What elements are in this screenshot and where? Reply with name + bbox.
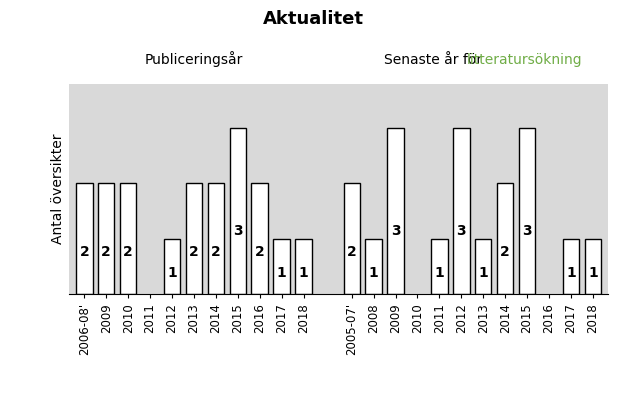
- Text: Senaste år för litteratursökning: Senaste år för litteratursökning: [363, 51, 581, 67]
- Text: 2: 2: [347, 245, 357, 259]
- Y-axis label: Antal översikter: Antal översikter: [51, 134, 65, 244]
- Bar: [186, 184, 202, 294]
- Text: 1: 1: [277, 266, 287, 280]
- Text: 2: 2: [80, 245, 89, 259]
- Text: 3: 3: [391, 224, 401, 238]
- Bar: [251, 184, 268, 294]
- Text: 1: 1: [588, 266, 598, 280]
- Text: 2: 2: [500, 245, 510, 259]
- Text: 2: 2: [189, 245, 199, 259]
- Text: 1: 1: [435, 266, 445, 280]
- Bar: [273, 239, 290, 294]
- Text: Aktualitet: Aktualitet: [263, 10, 364, 29]
- Bar: [562, 239, 579, 294]
- Bar: [344, 184, 360, 294]
- Bar: [453, 128, 470, 294]
- Text: 1: 1: [369, 266, 379, 280]
- Bar: [208, 184, 224, 294]
- Bar: [229, 128, 246, 294]
- Text: 2: 2: [102, 245, 111, 259]
- Bar: [366, 239, 382, 294]
- Bar: [98, 184, 115, 294]
- Text: 2: 2: [124, 245, 133, 259]
- Text: Publiceringsår: Publiceringsår: [145, 51, 243, 67]
- Bar: [497, 184, 514, 294]
- Text: 1: 1: [167, 266, 177, 280]
- Text: 2: 2: [211, 245, 221, 259]
- Bar: [475, 239, 492, 294]
- Text: Senaste år för: Senaste år för: [384, 53, 487, 67]
- Bar: [519, 128, 535, 294]
- Text: 3: 3: [456, 224, 466, 238]
- Text: 3: 3: [522, 224, 532, 238]
- Text: litteratursökning: litteratursökning: [466, 53, 582, 67]
- Bar: [120, 184, 137, 294]
- Text: 1: 1: [566, 266, 576, 280]
- Bar: [431, 239, 448, 294]
- Text: 3: 3: [233, 224, 243, 238]
- Bar: [387, 128, 404, 294]
- Bar: [295, 239, 312, 294]
- Text: 2: 2: [255, 245, 265, 259]
- Text: 1: 1: [298, 266, 308, 280]
- Bar: [584, 239, 601, 294]
- Bar: [164, 239, 180, 294]
- Bar: [76, 184, 93, 294]
- Text: 1: 1: [478, 266, 488, 280]
